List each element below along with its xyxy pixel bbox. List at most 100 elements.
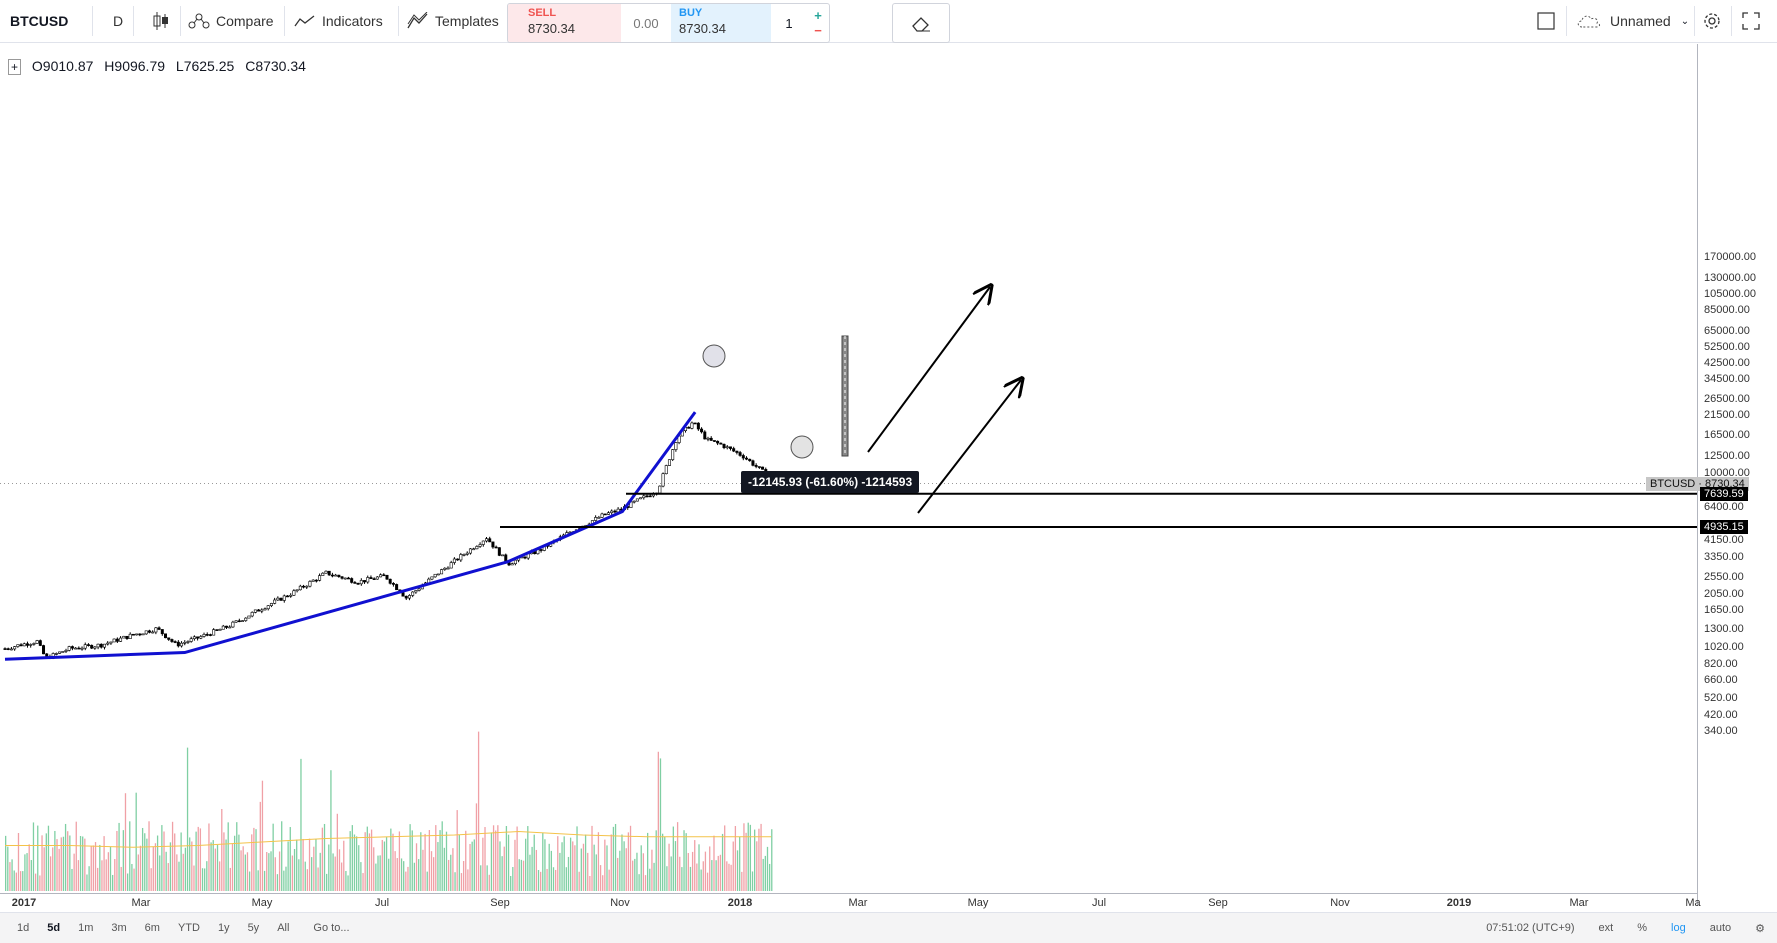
templates-button[interactable]: Templates bbox=[407, 0, 499, 42]
volume-bar bbox=[251, 834, 253, 891]
volume-bar bbox=[717, 855, 719, 891]
candle-body bbox=[86, 644, 90, 646]
volume-bar bbox=[657, 751, 659, 891]
volume-bar bbox=[469, 844, 471, 891]
volume-bar bbox=[503, 846, 505, 891]
volume-bar bbox=[713, 835, 715, 891]
candle-body bbox=[260, 609, 264, 612]
candle-body bbox=[513, 559, 517, 565]
settings-icon[interactable]: ⚙ bbox=[1755, 922, 1765, 935]
indicators-button[interactable]: Indicators bbox=[294, 0, 383, 42]
measure-start-handle[interactable] bbox=[702, 344, 726, 368]
candle-body bbox=[693, 422, 697, 425]
candle-body bbox=[700, 428, 704, 433]
volume-bar bbox=[659, 758, 662, 891]
range-button-all[interactable]: All bbox=[277, 922, 290, 934]
log-toggle[interactable]: log bbox=[1671, 922, 1686, 934]
interval-button[interactable]: D bbox=[113, 13, 124, 29]
ext-toggle[interactable]: ext bbox=[1598, 922, 1614, 934]
candle-body bbox=[401, 592, 405, 597]
goto-button[interactable]: Go to... bbox=[313, 922, 350, 934]
symbol-search[interactable]: BTCUSD bbox=[10, 13, 69, 29]
indicators-label: Indicators bbox=[322, 13, 383, 29]
auto-toggle[interactable]: auto bbox=[1709, 922, 1732, 934]
price-axis-label: 34500.00 bbox=[1704, 372, 1750, 385]
candle-body bbox=[67, 646, 71, 651]
volume-bar bbox=[94, 842, 97, 891]
compare-button[interactable]: Compare bbox=[188, 0, 274, 42]
volume-bar bbox=[475, 803, 478, 891]
arrow-up-1[interactable] bbox=[867, 287, 990, 453]
volume-bar bbox=[306, 869, 309, 891]
volume-bar bbox=[437, 842, 439, 891]
percent-toggle[interactable]: % bbox=[1637, 922, 1648, 934]
legend-toggle-icon[interactable]: + bbox=[8, 59, 22, 75]
price-chart[interactable] bbox=[0, 44, 1697, 893]
range-button-6m[interactable]: 6m bbox=[144, 922, 160, 934]
range-button-1d[interactable]: 1d bbox=[17, 922, 30, 934]
candle-body bbox=[414, 590, 418, 593]
volume-bar bbox=[606, 845, 608, 891]
range-button-5y[interactable]: 5y bbox=[247, 922, 260, 934]
volume-bar bbox=[578, 871, 580, 891]
volume-bar bbox=[62, 836, 65, 891]
volume-bar bbox=[400, 858, 403, 891]
volume-bar bbox=[163, 831, 165, 891]
volume-bar bbox=[766, 846, 769, 891]
range-button-1y[interactable]: 1y bbox=[217, 922, 230, 934]
volume-bar bbox=[122, 830, 124, 891]
range-button-1m[interactable]: 1m bbox=[78, 922, 94, 934]
layout-menu-button[interactable]: Unnamed ⌄ bbox=[1576, 0, 1689, 42]
volume-bar bbox=[407, 866, 409, 891]
candle-body bbox=[186, 641, 190, 643]
volume-bar bbox=[730, 864, 732, 891]
arrow-up-2[interactable] bbox=[917, 380, 1021, 514]
price-axis-label: 26500.00 bbox=[1704, 392, 1750, 405]
quantity-increase-button[interactable]: + bbox=[814, 8, 822, 23]
buy-button[interactable]: BUY 8730.34 bbox=[671, 4, 771, 42]
volume-bar bbox=[726, 861, 728, 891]
range-button-3m[interactable]: 3m bbox=[111, 922, 127, 934]
quantity-decrease-button[interactable]: − bbox=[814, 23, 822, 38]
volume-bar bbox=[413, 862, 416, 891]
eraser-button[interactable] bbox=[892, 3, 950, 43]
candle-body bbox=[667, 459, 671, 466]
range-button-5d[interactable]: 5d bbox=[47, 922, 61, 934]
volume-bar bbox=[289, 827, 291, 891]
volume-bar bbox=[278, 851, 281, 891]
volume-bar bbox=[715, 860, 717, 891]
fullscreen-button[interactable] bbox=[1742, 0, 1760, 42]
volume-bar bbox=[30, 860, 32, 891]
volume-bar bbox=[169, 842, 172, 891]
candle-body bbox=[757, 466, 761, 468]
price-axis[interactable]: 170000.00 130000.00 105000.00 85000.00 65000… bbox=[1646, 44, 1777, 906]
volume-bar bbox=[64, 823, 67, 891]
volume-bar bbox=[721, 833, 724, 891]
candle-body bbox=[109, 641, 113, 644]
legend-close: C8730.34 bbox=[245, 58, 306, 74]
candle-body bbox=[192, 636, 196, 640]
volume-bar bbox=[458, 834, 460, 891]
fullscreen-layout-button[interactable] bbox=[1537, 0, 1555, 42]
candle-body bbox=[343, 577, 347, 580]
volume-bar bbox=[415, 843, 418, 891]
volume-bar bbox=[749, 824, 752, 891]
volume-bar bbox=[366, 826, 368, 891]
buy-price: 8730.34 bbox=[679, 21, 726, 36]
trendline[interactable] bbox=[4, 411, 697, 661]
candle-body bbox=[395, 584, 399, 591]
time-axis[interactable]: 2017 Mar May Jul Sep Nov 2018 Mar May Jul Sep Nov 20… bbox=[0, 893, 1701, 912]
chart-type-button[interactable] bbox=[152, 0, 170, 42]
range-button-ytd[interactable]: YTD bbox=[177, 922, 200, 934]
candle-body bbox=[147, 630, 151, 633]
settings-button[interactable] bbox=[1702, 0, 1722, 42]
volume-bar bbox=[43, 847, 45, 891]
volume-bar bbox=[321, 827, 324, 891]
volume-bar bbox=[302, 838, 304, 891]
measure-end-handle[interactable] bbox=[790, 435, 814, 459]
quantity-input[interactable]: 1 bbox=[785, 15, 793, 31]
candle-body bbox=[128, 633, 132, 639]
volume-bar bbox=[512, 867, 514, 891]
volume-bar bbox=[480, 865, 482, 891]
sell-button[interactable]: SELL 8730.34 bbox=[508, 4, 621, 42]
